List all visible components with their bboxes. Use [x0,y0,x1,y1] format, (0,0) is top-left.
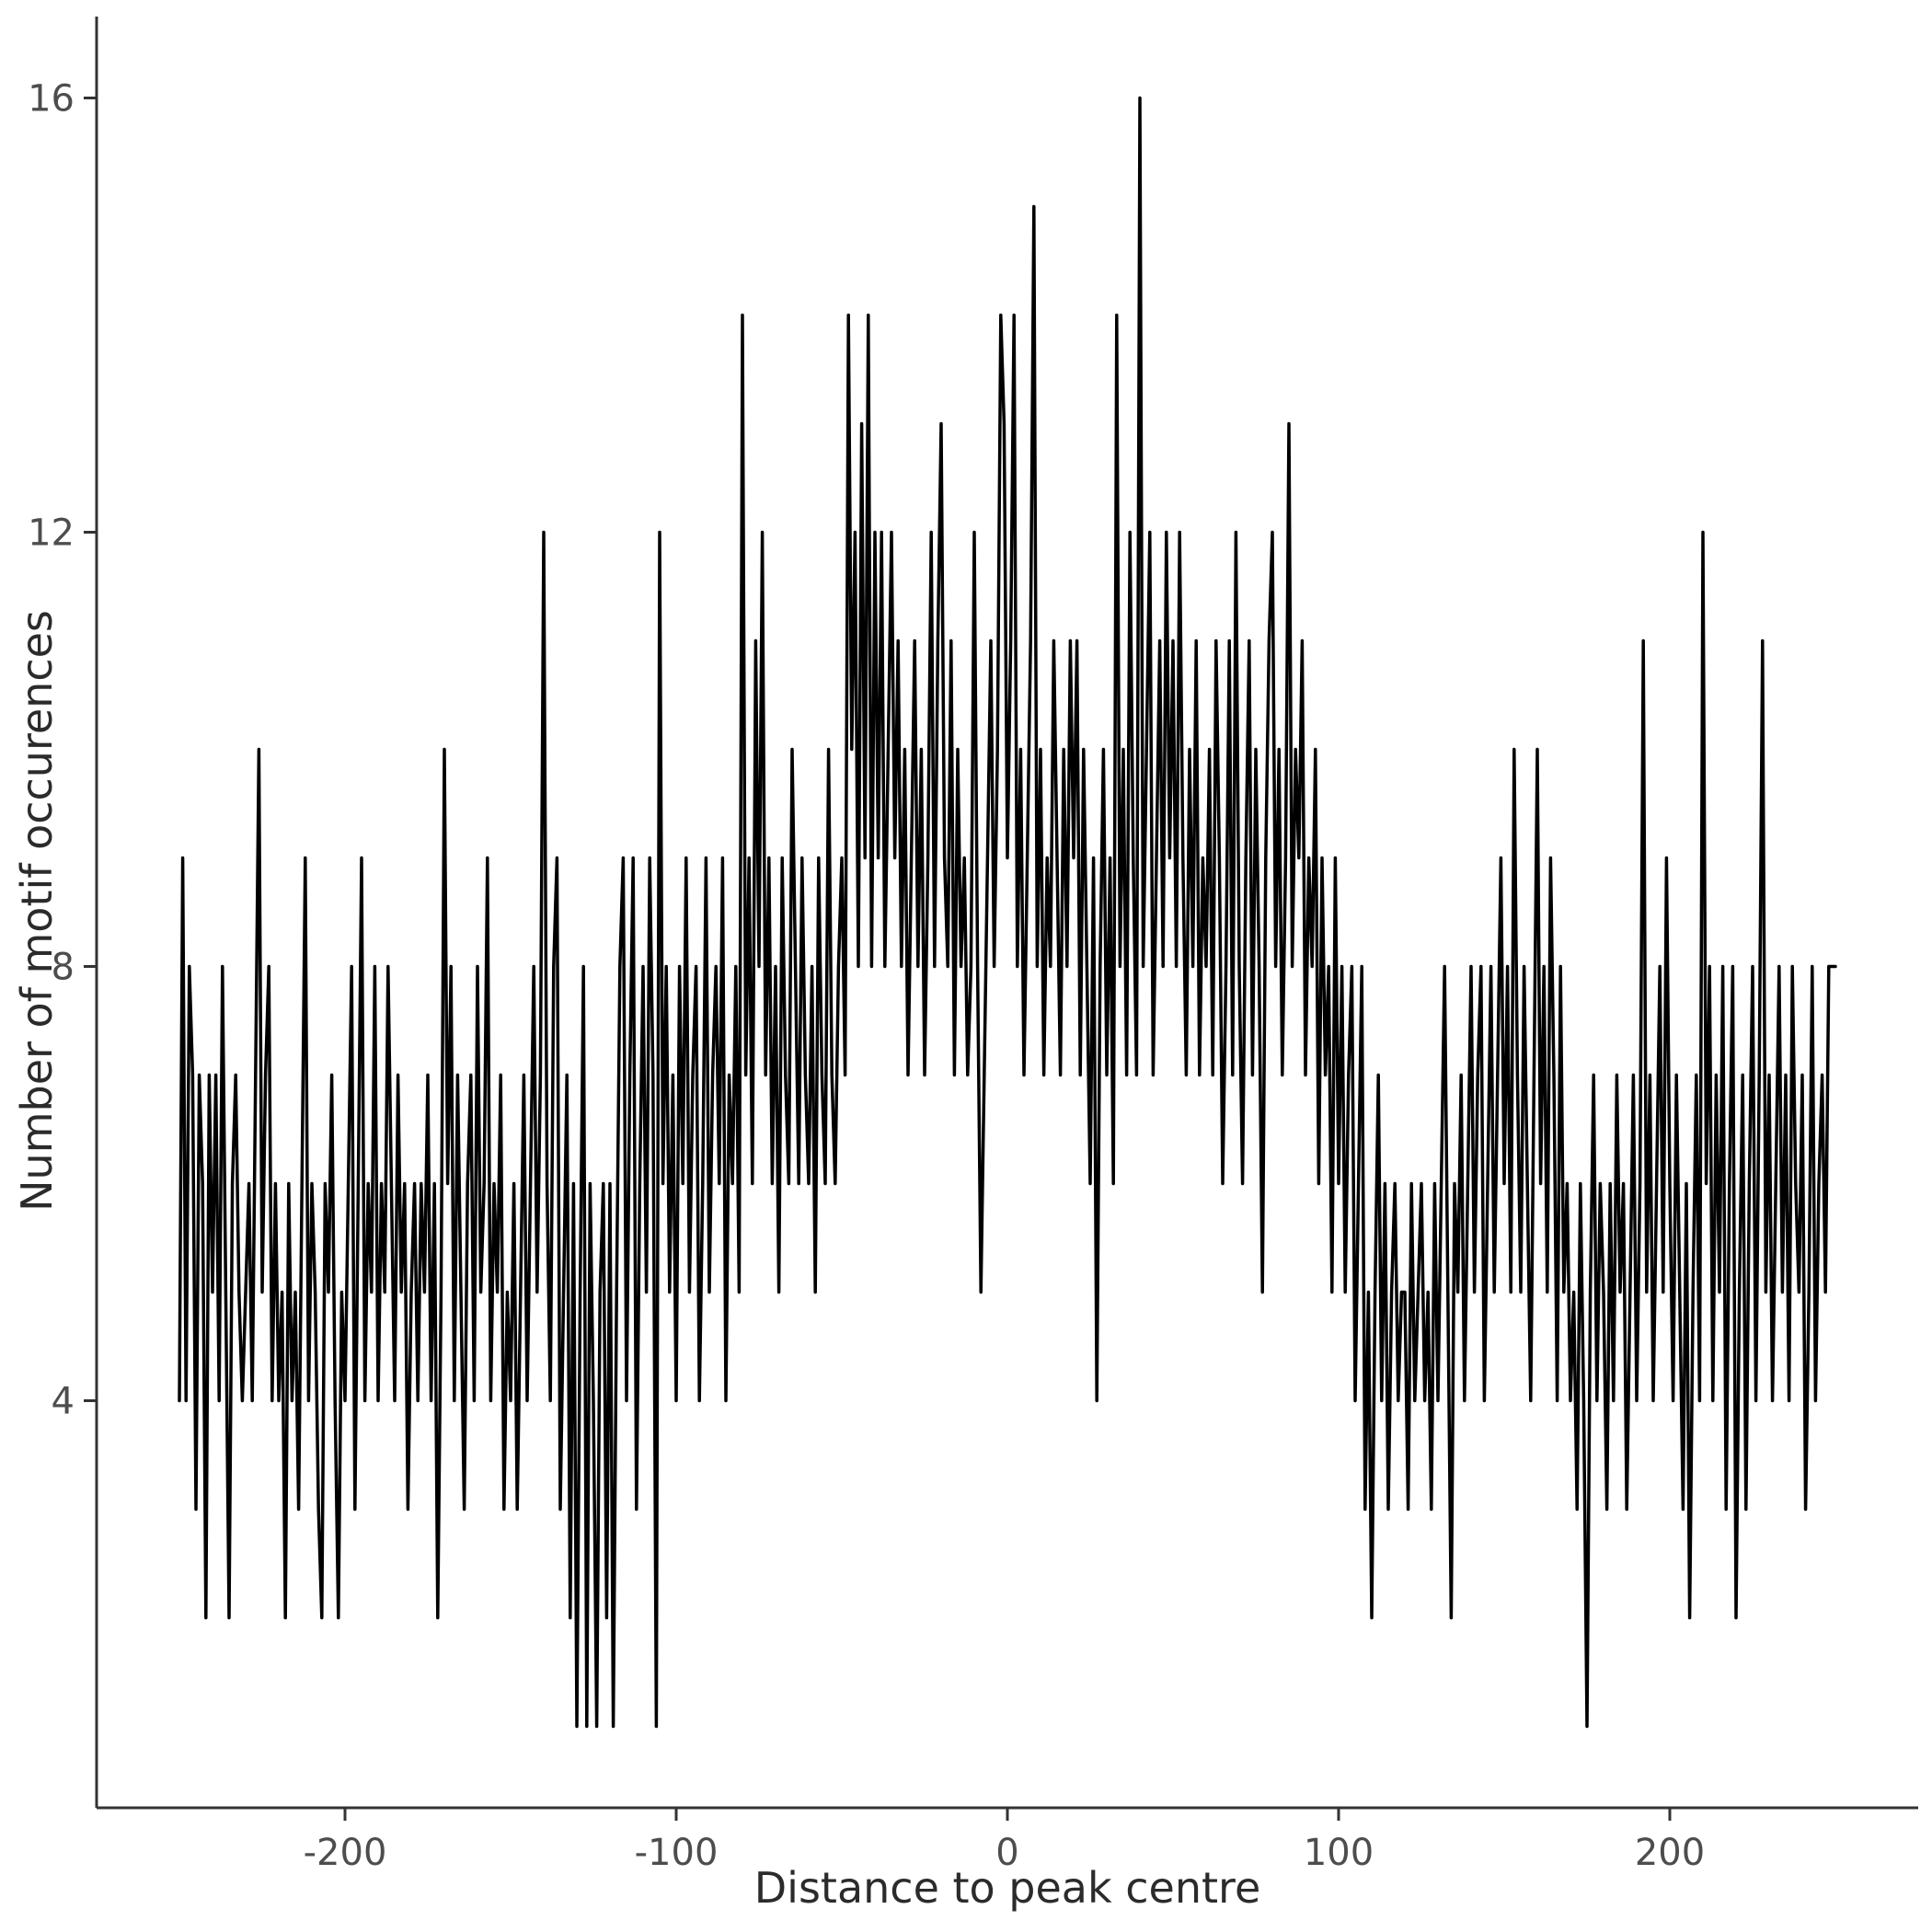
x-tick-label: -200 [304,1832,387,1874]
x-tick-label: 0 [995,1832,1018,1874]
y-tick-label: 16 [28,78,75,121]
x-axis-title: Distance to peak centre [753,1863,1261,1913]
y-tick-label: 4 [52,1381,75,1423]
y-tick-label: 8 [52,947,75,989]
x-tick-label: 100 [1304,1832,1374,1874]
line-series [178,96,1837,1729]
axes-group: -200 -100 0 100 200 4 8 12 16 [28,17,1918,1874]
line-series-group [178,96,1837,1729]
x-tick-label: -100 [635,1832,719,1874]
y-axis-title: Number of motif occurences [12,610,62,1212]
x-tick-label: 200 [1635,1832,1705,1874]
y-tick-label: 12 [28,512,75,555]
